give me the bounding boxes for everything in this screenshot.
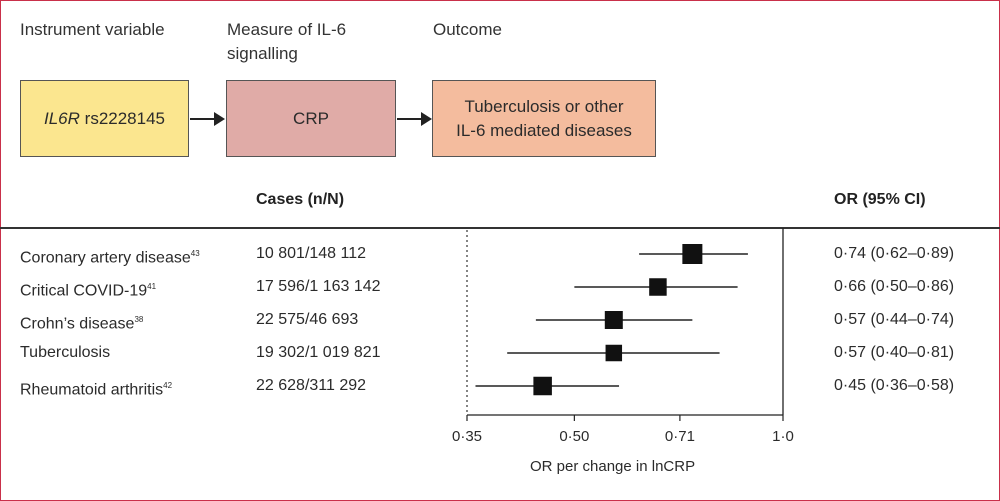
- instrument-gene: IL6R: [44, 108, 80, 128]
- outcome-name: Tuberculosis: [20, 344, 111, 361]
- outcome-label: Rheumatoid arthritis42: [20, 375, 172, 401]
- point-estimate: [649, 278, 667, 296]
- or-column-header: OR (95% CI): [834, 191, 926, 208]
- cases-value: 19 302/1 019 821: [256, 344, 381, 361]
- measure-box: CRP: [226, 80, 396, 157]
- instrument-snp: rs2228145: [84, 108, 165, 128]
- outcome-line-2: IL-6 mediated diseases: [456, 120, 632, 140]
- outcome-label: Tuberculosis: [20, 342, 110, 364]
- x-axis-label: OR per change in lnCRP: [530, 458, 696, 475]
- cases-value: 10 801/148 112: [256, 245, 367, 262]
- cases-value: 22 575/46 693: [256, 311, 359, 328]
- arrow-line-1: [190, 118, 215, 120]
- point-estimate: [605, 344, 623, 362]
- outcome-name: Critical COVID-19: [20, 282, 148, 300]
- header-instrument-variable: Instrument variable: [20, 20, 165, 39]
- or-ci-value: 0·66 (0·50–0·86): [834, 278, 955, 295]
- header-divider: [0, 227, 1000, 229]
- cases-value: 22 628/311 292: [256, 377, 367, 394]
- outcome-name: Rheumatoid arthritis: [20, 381, 164, 399]
- point-estimate: [533, 376, 552, 396]
- reference-number: 41: [147, 282, 157, 291]
- instrument-box: IL6R rs2228145: [20, 80, 189, 157]
- or-ci-value: 0·57 (0·40–0·81): [834, 344, 955, 361]
- x-tick-label: 0·50: [559, 428, 589, 445]
- reference-number: 42: [163, 381, 173, 390]
- measure-box-label: CRP: [293, 108, 329, 128]
- outcome-label: Crohn’s disease38: [20, 309, 143, 335]
- or-ci-value: 0·57 (0·44–0·74): [834, 311, 955, 328]
- outcome-label: Coronary artery disease43: [20, 243, 200, 269]
- point-estimate: [604, 311, 623, 329]
- cases-column-header: Cases (n/N): [256, 191, 345, 208]
- x-tick-label: 0·35: [452, 428, 482, 445]
- reference-number: 43: [190, 249, 200, 258]
- arrow-head-1: [214, 112, 225, 126]
- outcome-name: Crohn’s disease: [20, 315, 135, 333]
- arrow-line-2: [397, 118, 422, 120]
- header-measure-il6: Measure of IL-6 signalling: [227, 20, 347, 63]
- cases-value: 17 596/1 163 142: [256, 278, 381, 295]
- or-ci-value: 0·74 (0·62–0·89): [834, 245, 955, 262]
- outcome-name: Coronary artery disease: [20, 249, 191, 267]
- outcome-label: Critical COVID-1941: [20, 276, 156, 302]
- point-estimate: [682, 244, 703, 264]
- x-tick-label: 1·0: [772, 428, 794, 445]
- or-ci-value: 0·45 (0·36–0·58): [834, 377, 955, 394]
- reference-number: 38: [134, 315, 144, 324]
- x-tick-label: 0·71: [665, 428, 695, 445]
- header-outcome: Outcome: [433, 20, 502, 39]
- arrow-head-2: [421, 112, 432, 126]
- outcome-line-1: Tuberculosis or other: [464, 96, 624, 116]
- outcome-box: Tuberculosis or other IL-6 mediated dise…: [432, 80, 656, 157]
